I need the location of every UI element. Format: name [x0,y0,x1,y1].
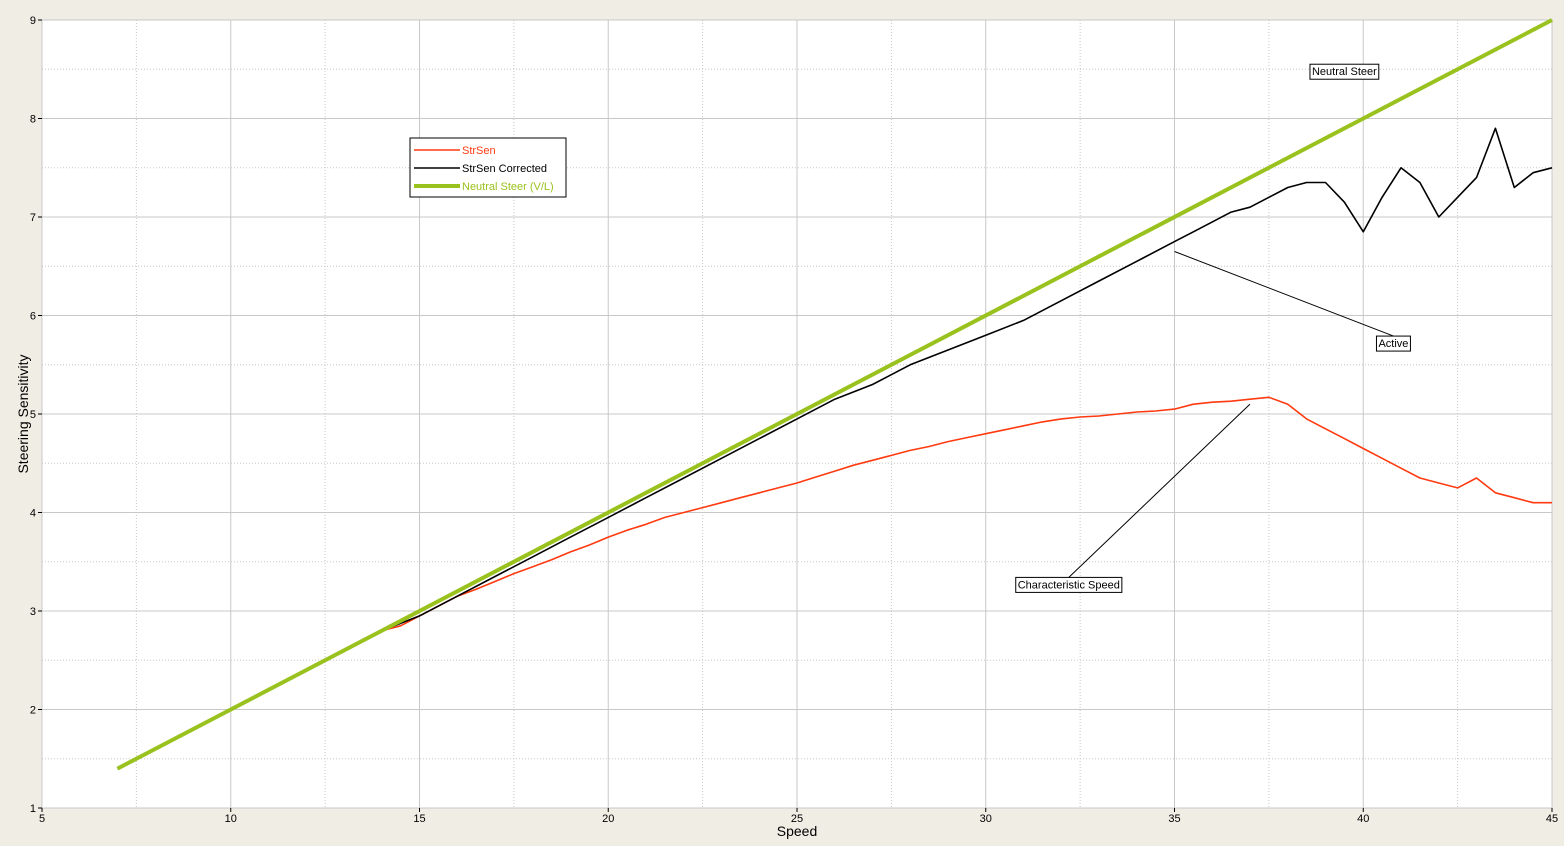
annotation-active: Active [1174,251,1411,352]
x-tick-label: 15 [413,813,425,825]
legend-label: Neutral Steer (V/L) [462,181,554,193]
x-tick-label: 5 [39,813,45,825]
annotation-leader-line [1174,251,1394,337]
x-tick-label: 35 [1168,813,1180,825]
x-axis-label: Speed [777,823,817,839]
legend-label: StrSen [462,145,496,157]
grid-lines [41,19,1553,809]
annotation-neutral-steer: Neutral Steer [1309,63,1380,80]
y-tick-label: 8 [30,114,36,126]
y-tick-label: 6 [30,311,36,323]
y-tick-label: 9 [30,15,36,27]
y-axis-label: Steering Sensitivity [15,354,31,473]
annotations: Neutral Steer Active Characteristic Speed [1015,63,1411,593]
x-tick-label: 25 [791,813,803,825]
legend: StrSen StrSen Corrected Neutral Steer (V/L… [409,137,567,198]
y-tick-label: 2 [30,705,36,717]
y-tick-label: 1 [30,803,36,815]
y-tick-label: 3 [30,606,36,618]
annotation-label: Neutral Steer [1312,66,1377,78]
series-line-strsen-corrected [117,127,1553,770]
x-tick-label: 20 [602,813,614,825]
annotation-box [1309,63,1380,80]
x-tick-label: 45 [1546,813,1558,825]
annotation-label: Characteristic Speed [1018,579,1120,591]
series-line-neutral-steer-v-l [116,18,1553,771]
annotation-label: Active [1378,338,1408,350]
annotation-leader-line [1068,403,1251,578]
y-tick-label: 5 [30,409,36,421]
x-tick-label: 40 [1357,813,1369,825]
series-lines [116,18,1553,771]
annotation-characteristic-speed: Characteristic Speed [1015,403,1251,593]
x-tick-label: 30 [980,813,992,825]
y-tick-label: 4 [30,508,36,520]
y-tick-label: 7 [30,212,36,224]
legend-label: StrSen Corrected [462,163,547,175]
x-tick-label: 10 [225,813,237,825]
